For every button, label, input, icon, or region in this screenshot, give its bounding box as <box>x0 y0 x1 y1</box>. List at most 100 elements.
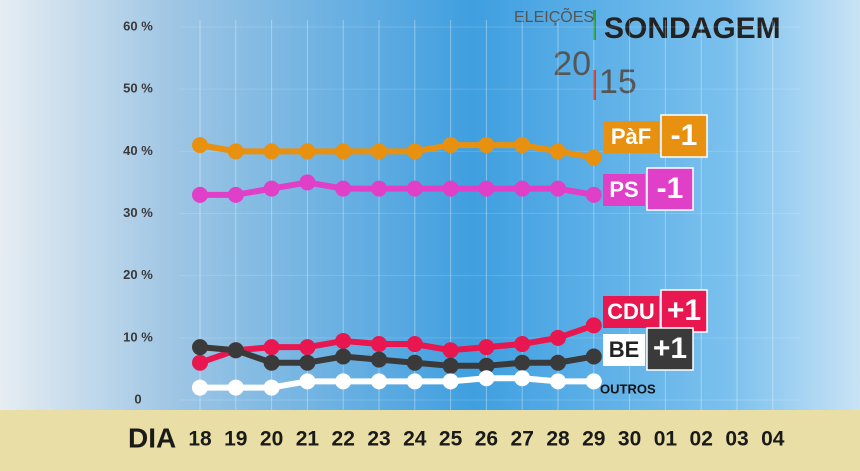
point <box>299 373 316 390</box>
point <box>514 336 531 353</box>
change-box <box>660 289 708 333</box>
point <box>299 143 316 160</box>
point <box>263 379 280 396</box>
series-label: BE <box>609 337 640 362</box>
point <box>406 143 423 160</box>
y-tick-label: 50 % <box>123 81 153 96</box>
logo: ELEIÇÕES 20 15 SONDAGEM <box>514 6 781 101</box>
x-tick-label: 24 <box>403 428 427 451</box>
point <box>371 180 387 197</box>
x-tick-label: 27 <box>511 428 534 451</box>
point <box>299 354 316 371</box>
point <box>406 354 423 371</box>
point <box>550 373 566 390</box>
point <box>192 354 208 371</box>
point <box>442 357 459 374</box>
x-tick-label: 23 <box>367 428 390 451</box>
series-label: OUTROS <box>600 381 656 396</box>
series-label: CDU <box>607 299 655 324</box>
point <box>335 180 352 197</box>
x-axis-title: DIA <box>128 422 176 453</box>
logo-year: 15 <box>599 63 637 101</box>
point <box>263 339 280 356</box>
series-change: -1 <box>671 119 698 152</box>
x-tick-label: 03 <box>725 428 748 451</box>
x-tick-label: 25 <box>439 428 463 451</box>
x-axis-band <box>0 410 860 471</box>
y-tick-label: 0 <box>134 391 141 406</box>
point <box>550 329 566 346</box>
point <box>299 339 316 356</box>
point <box>371 143 387 160</box>
point <box>335 348 352 365</box>
point <box>585 348 602 365</box>
point <box>478 137 495 154</box>
point <box>371 336 387 353</box>
point <box>192 137 208 154</box>
point <box>585 149 602 166</box>
point <box>227 186 244 203</box>
point <box>442 137 459 154</box>
y-tick-label: 10 % <box>123 329 153 344</box>
x-tick-label: 29 <box>582 428 605 451</box>
y-tick-label: 40 % <box>123 143 153 158</box>
point <box>406 180 423 197</box>
point <box>371 351 387 368</box>
label-box <box>603 174 645 206</box>
x-tick-label: 21 <box>296 428 320 451</box>
point <box>335 332 352 349</box>
point <box>478 339 495 356</box>
logo-title: SONDAGEM <box>604 12 781 45</box>
y-tick-label: 30 % <box>123 205 153 220</box>
point <box>227 379 244 396</box>
point <box>192 186 208 203</box>
x-tick-label: 18 <box>188 428 212 451</box>
point <box>442 342 459 359</box>
point <box>442 180 459 197</box>
point <box>550 143 566 160</box>
series-change: -1 <box>657 172 684 205</box>
series: PS -1 <box>192 167 694 211</box>
logo-year: 20 <box>553 45 591 83</box>
point <box>227 143 244 160</box>
x-tick-label: 28 <box>546 428 570 451</box>
point <box>514 137 531 154</box>
point <box>514 370 531 387</box>
label-box <box>603 334 645 366</box>
x-tick-label: 04 <box>761 428 785 451</box>
x-tick-label: 19 <box>224 428 247 451</box>
change-box <box>646 167 694 211</box>
point <box>478 357 495 374</box>
point <box>335 373 352 390</box>
x-tick-label: 20 <box>260 428 283 451</box>
x-tick-label: 02 <box>690 428 713 451</box>
logo-prefix: ELEIÇÕES <box>514 6 594 26</box>
x-tick-label: 30 <box>618 428 641 451</box>
x-tick-label: 26 <box>475 428 498 451</box>
series: CDU +1 <box>192 289 708 371</box>
series: OUTROS <box>192 370 656 396</box>
series: BE +1 <box>192 327 694 374</box>
point <box>263 354 280 371</box>
point <box>192 379 208 396</box>
point <box>406 336 423 353</box>
point <box>263 143 280 160</box>
point <box>371 373 387 390</box>
label-box <box>603 121 659 153</box>
x-tick-label: 22 <box>332 428 355 451</box>
logo-bar <box>593 70 596 100</box>
point <box>299 174 316 191</box>
point <box>335 143 352 160</box>
series-change: +1 <box>667 294 701 327</box>
series-label: PàF <box>611 124 651 149</box>
point <box>585 186 602 203</box>
point <box>227 342 244 359</box>
point <box>585 373 602 390</box>
point <box>514 180 531 197</box>
series-change: +1 <box>653 332 687 365</box>
change-box <box>646 327 694 371</box>
point <box>478 180 495 197</box>
label-box <box>603 296 659 328</box>
